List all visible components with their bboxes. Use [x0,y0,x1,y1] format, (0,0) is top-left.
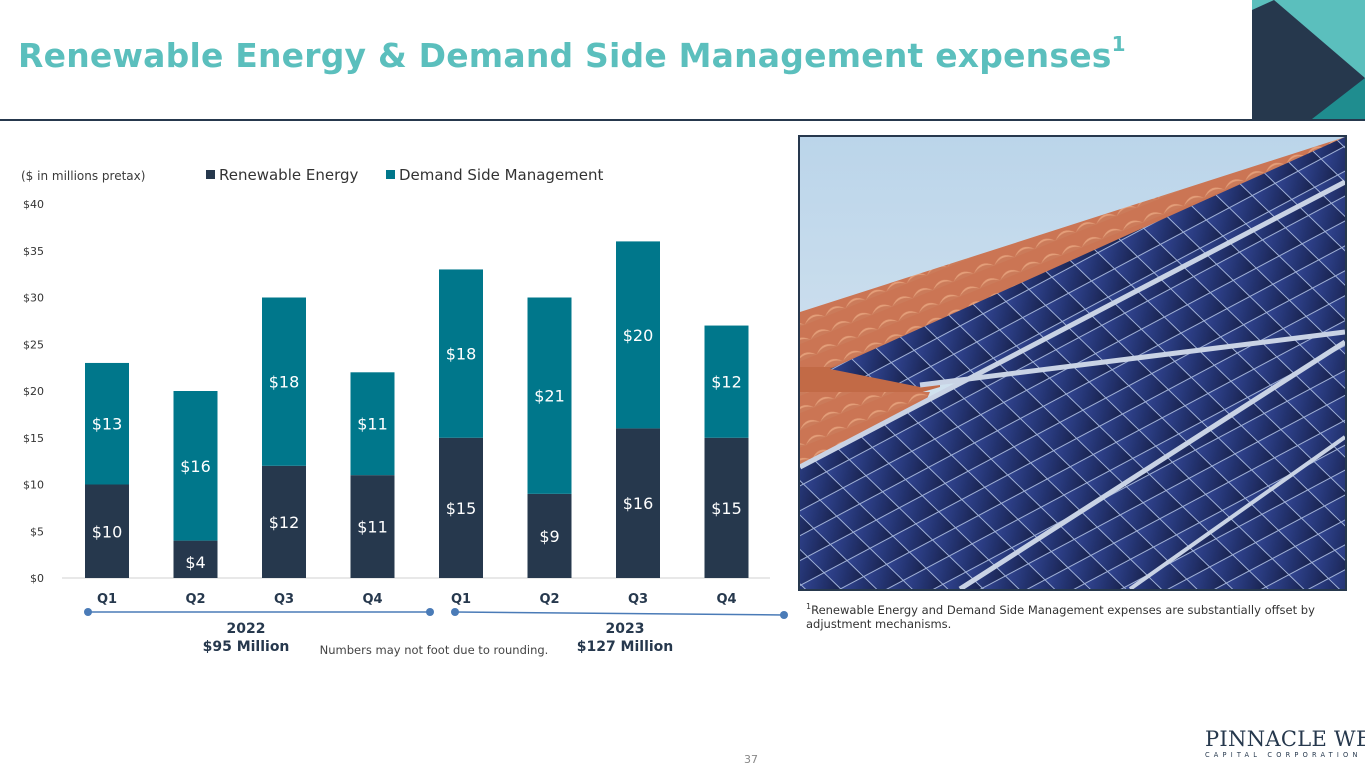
solar-panels-icon [800,137,1345,589]
year-2022-bracket-end [426,608,434,616]
data-label-renewable-energy: $15 [446,499,477,518]
bar-demand-side-management [704,325,749,438]
company-logo: PINNACLE WEST CAPITAL CORPORATION [1205,727,1365,759]
footnote: 1Renewable Energy and Demand Side Manage… [806,600,1346,631]
data-label-renewable-energy: $16 [623,494,654,513]
year-2023-bracket-end [780,611,788,619]
bar-demand-side-management [173,391,218,541]
data-label-renewable-energy: $10 [92,522,123,541]
footnote-marker: 1 [806,602,812,611]
year-2023-bracket-start [451,608,459,616]
data-label-renewable-energy: $15 [711,499,742,518]
page-title: Renewable Energy & Demand Side Managemen… [18,32,1126,75]
bar-renewable-energy [350,475,395,578]
year-2023-total: $127 Million [577,639,674,655]
y-tick-label: $20 [23,385,44,398]
y-tick-label: $35 [23,245,44,258]
x-tick-label: Q3 [628,592,648,607]
bar-demand-side-management [262,297,306,466]
data-label-demand-side-management: $21 [534,387,565,406]
bar-renewable-energy [439,437,483,578]
data-label-demand-side-management: $20 [623,326,654,345]
data-label-demand-side-management: $11 [357,415,388,434]
corner-decoration [1252,0,1365,119]
units-note: ($ in millions pretax) [21,169,146,183]
solar-panel-photo [798,135,1347,591]
bar-demand-side-management [350,372,395,476]
data-label-demand-side-management: $18 [446,345,477,364]
footnote-text: Renewable Energy and Demand Side Managem… [806,602,1315,631]
y-tick-label: $30 [23,292,44,305]
x-tick-label: Q2 [539,592,559,607]
bar-renewable-energy [85,484,129,578]
year-2022-total: $95 Million [203,639,290,655]
year-2022-bracket-start [84,608,92,616]
y-tick-label: $10 [23,479,44,492]
page-title-text: Renewable Energy & Demand Side Managemen… [18,36,1112,75]
data-label-renewable-energy: $11 [357,518,388,537]
bar-demand-side-management [439,269,483,438]
y-tick-label: $40 [23,198,44,211]
title-footnote-marker: 1 [1111,32,1126,56]
logo-name: PINNACLE WEST [1205,727,1365,751]
rounding-note: Numbers may not foot due to rounding. [320,643,549,657]
x-tick-label: Q1 [451,592,471,607]
y-tick-label: $5 [30,525,44,538]
bar-demand-side-management [616,241,660,429]
data-label-demand-side-management: $18 [269,373,300,392]
header-divider [0,119,1365,121]
year-2023-bracket-line [454,611,785,616]
legend-swatch-demand-side-management [386,170,395,179]
y-tick-label: $25 [23,338,44,351]
bar-demand-side-management [85,362,129,485]
x-tick-label: Q2 [185,592,205,607]
bar-renewable-energy [527,493,572,578]
year-2023-label: 2023 [606,621,645,637]
x-tick-label: Q4 [362,592,382,607]
x-tick-label: Q3 [274,592,294,607]
y-tick-label: $0 [30,572,44,585]
data-label-renewable-energy: $12 [269,513,300,532]
expenses-chart: $0 $5 $10 $15 $20 $25 $30 $35 $40 $10 $13 Q1 $4 $16 Q2… [23,166,788,657]
bar-renewable-energy [262,465,306,578]
data-label-renewable-energy: $9 [539,527,559,546]
y-tick-label: $15 [23,432,44,445]
legend-label-renewable-energy: Renewable Energy [219,166,358,184]
x-tick-label: Q4 [716,592,736,607]
page-number: 37 [744,753,758,766]
bar-renewable-energy [704,437,749,578]
legend-swatch-renewable-energy [206,170,215,179]
data-label-demand-side-management: $13 [92,415,123,434]
x-tick-label: Q1 [97,592,117,607]
data-label-renewable-energy: $4 [185,553,205,572]
bar-renewable-energy [616,428,660,578]
bar-demand-side-management [527,297,572,494]
legend-label-demand-side-management: Demand Side Management [399,166,604,184]
bar-renewable-energy [173,540,218,578]
year-2022-label: 2022 [227,621,266,637]
data-label-demand-side-management: $16 [180,457,211,476]
data-label-demand-side-management: $12 [711,373,742,392]
logo-tagline: CAPITAL CORPORATION [1205,751,1362,759]
